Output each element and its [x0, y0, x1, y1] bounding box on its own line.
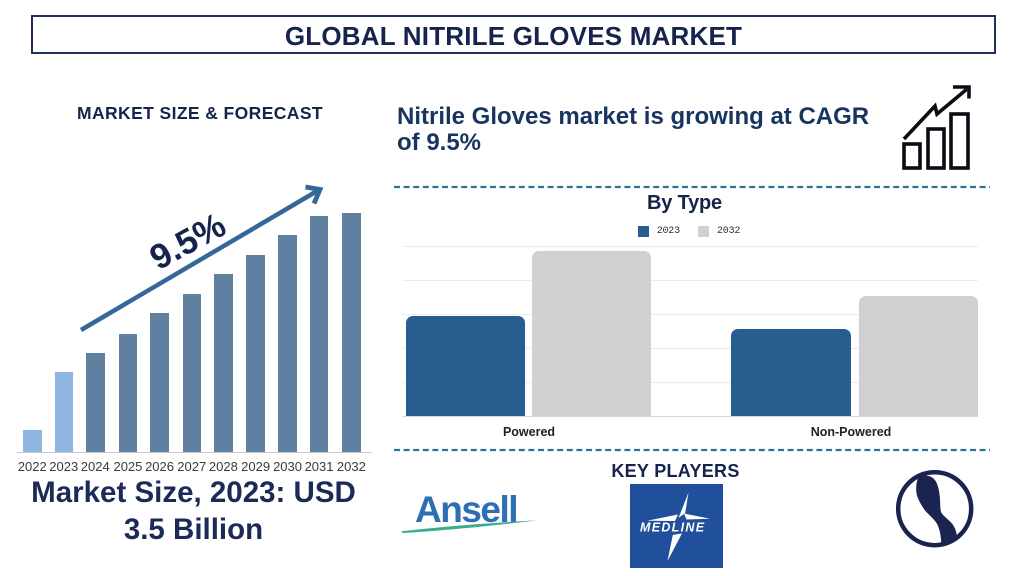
- svg-text:MEDLINE: MEDLINE: [640, 521, 705, 535]
